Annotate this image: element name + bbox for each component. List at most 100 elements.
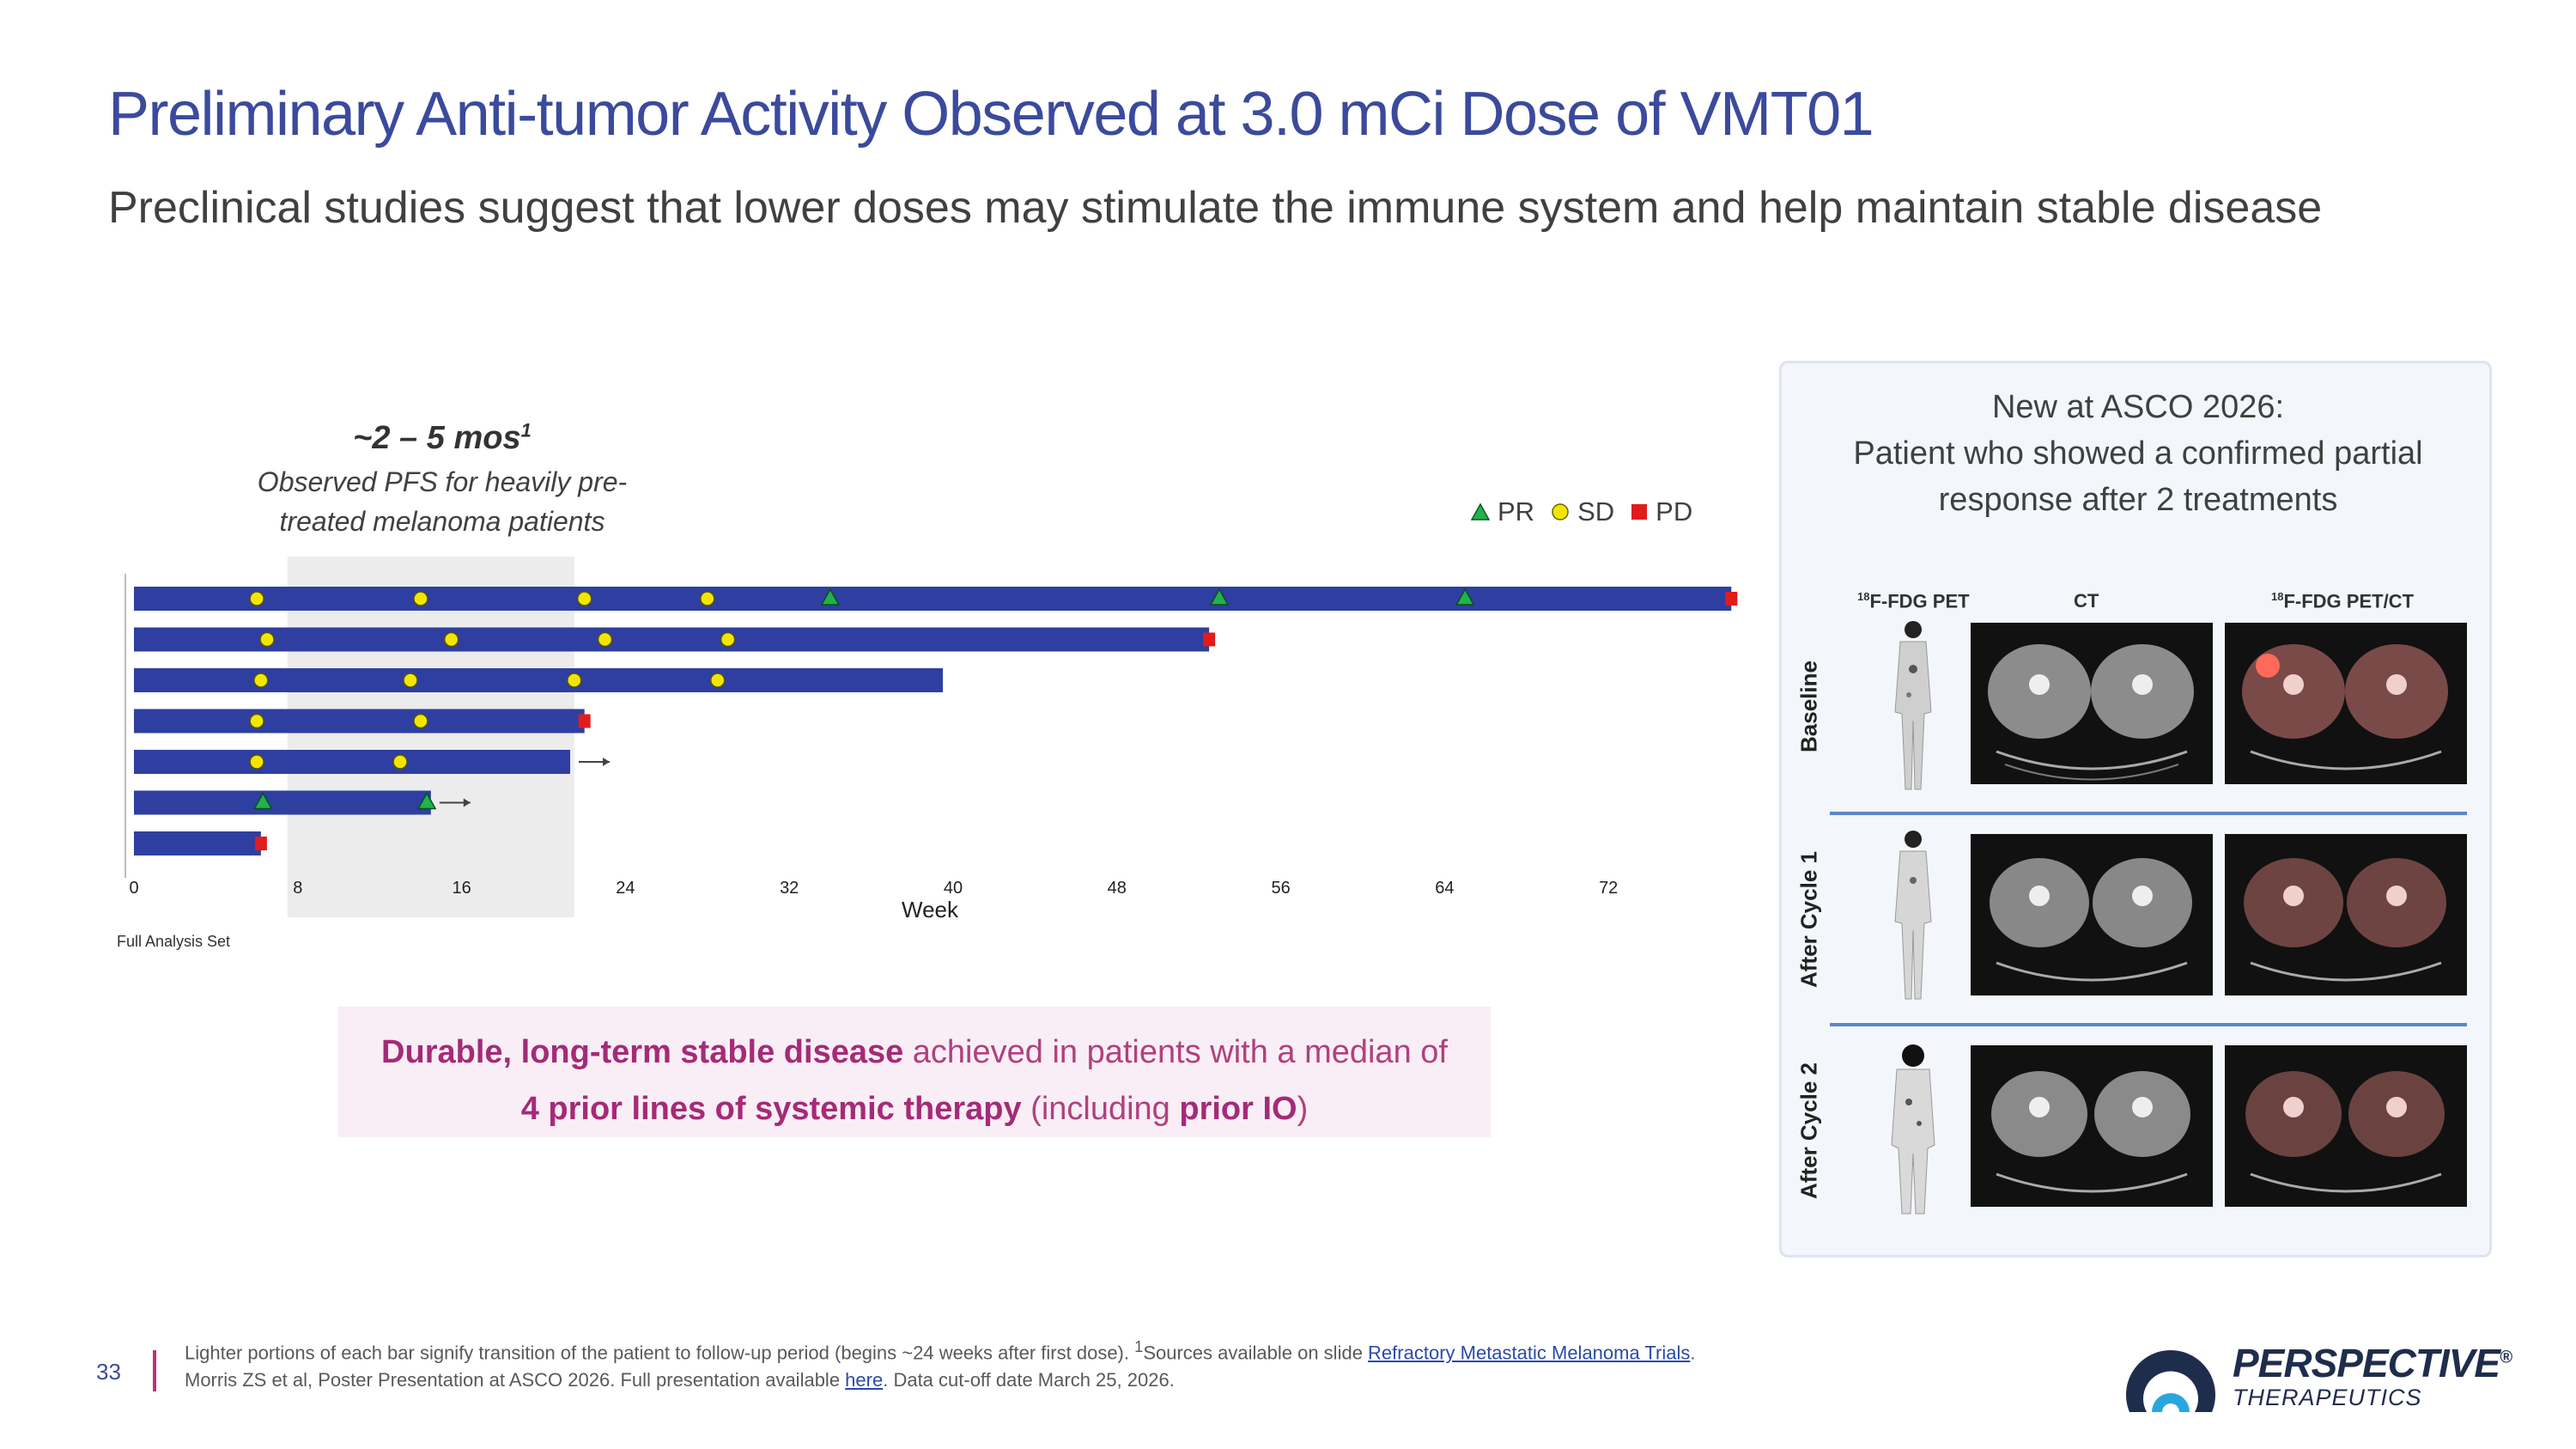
patient-bar: [134, 709, 585, 734]
sd-marker: [249, 713, 264, 729]
sd-marker: [259, 631, 275, 648]
callout-bold1: Durable, long-term stable disease: [381, 1034, 904, 1070]
petct-image-cycle1: [2244, 858, 2446, 982]
footer-notes: Lighter portions of each bar signify tra…: [185, 1333, 2057, 1394]
sd-marker: [253, 673, 269, 688]
x-tick-label: 64: [1435, 879, 1454, 898]
triangle-icon: [1470, 502, 1491, 521]
legend-item-sd: SD: [1550, 496, 1614, 527]
ct-scan-cycle2: [1971, 1045, 2213, 1207]
legend-label-pd: PD: [1656, 496, 1693, 527]
logo-registered-mark: ®: [2500, 1348, 2512, 1367]
panel-title-line3: response after 2 treatments: [1938, 482, 2338, 518]
sd-marker: [443, 631, 459, 648]
footer-line1-c: .: [1690, 1342, 1696, 1364]
pd-marker: [578, 714, 591, 728]
footer-line2-a: Morris ZS et al, Poster Presentation at …: [185, 1369, 846, 1391]
legend-item-pr: PR: [1470, 496, 1534, 527]
analysis-set-label: Full Analysis Set: [117, 933, 231, 950]
callout-box: Durable, long-term stable disease achiev…: [338, 1007, 1491, 1137]
legend-label-sd: SD: [1577, 496, 1615, 527]
sd-marker: [249, 591, 264, 606]
x-tick-label: 48: [1108, 879, 1127, 898]
circle-icon: [1552, 503, 1569, 521]
page-title: Preliminary Anti-tumor Activity Observed…: [108, 80, 1874, 149]
x-tick-label: 72: [1599, 879, 1618, 898]
pd-marker: [254, 837, 267, 850]
x-tick-label: 56: [1271, 879, 1290, 898]
pr-marker: [252, 791, 273, 810]
col-header-petct-text: F-FDG PET/CT: [2283, 590, 2415, 612]
col-header-petct: 18F-FDG PET/CT: [2271, 590, 2414, 612]
pfs-range: ~2 – 5 mos1: [197, 419, 687, 457]
page-number: 33: [96, 1359, 121, 1385]
pet-body-cycle1: [1894, 831, 1932, 1000]
chart-legend: PR SD PD: [1470, 496, 1708, 527]
logo-subtitle: THERAPEUTICS: [2233, 1385, 2422, 1410]
petct-image-cycle2: [2245, 1071, 2445, 1193]
x-tick-label: 8: [293, 879, 302, 898]
row-divider-2: [1830, 1023, 2467, 1026]
petct-scan-cycle2: [2225, 1045, 2467, 1207]
footer-divider: [153, 1350, 156, 1391]
row-label-cycle1: After Cycle 1: [1795, 851, 1822, 988]
petct-image-baseline: [2242, 644, 2448, 770]
pfs-range-footnote: 1: [520, 419, 532, 441]
petct-scan-cycle1: [2225, 834, 2467, 995]
footer-line2-b: . Data cut-off date March 25, 2026.: [883, 1369, 1175, 1391]
pfs-band: [287, 557, 574, 917]
x-axis-label: Week: [902, 897, 958, 922]
col-header-pet-sup: 18: [1857, 590, 1870, 603]
sd-marker: [700, 591, 715, 606]
col-header-petct-sup: 18: [2271, 590, 2284, 603]
sd-marker: [392, 754, 408, 770]
patient-bar: [134, 790, 431, 815]
x-tick-label: 16: [452, 879, 471, 898]
footer-line1-b: Sources available on slide: [1143, 1342, 1369, 1364]
sd-marker: [413, 591, 428, 606]
pfs-desc-line2: treated melanoma patients: [279, 505, 605, 537]
patient-bar: [134, 831, 261, 855]
sd-marker: [720, 631, 736, 648]
sd-marker: [709, 673, 726, 688]
patient-bar: [134, 627, 1210, 652]
sd-marker: [249, 754, 264, 770]
ct-image-baseline: [1988, 644, 2194, 781]
legend-label-pr: PR: [1498, 496, 1535, 527]
patient-bar: [134, 668, 944, 692]
pd-marker: [1203, 632, 1216, 647]
row-divider-1: [1830, 812, 2467, 815]
callout-text2: (including: [1021, 1091, 1180, 1127]
ct-scan-cycle1: [1971, 834, 2213, 995]
row-label-cycle2: After Cycle 2: [1795, 1062, 1822, 1199]
sd-marker: [567, 673, 582, 688]
company-logo: PERSPECTIVE® THERAPEUTICS: [2119, 1326, 2531, 1421]
x-tick-label: 32: [780, 879, 799, 898]
ongoing-arrow-head: [463, 798, 471, 807]
patient-bar: [134, 587, 1732, 611]
col-header-pet: 18F-FDG PET: [1857, 590, 1970, 612]
pr-marker: [820, 588, 841, 606]
x-tick-label: 0: [129, 879, 138, 898]
pr-marker: [416, 791, 437, 810]
footer-line1-a: Lighter portions of each bar signify tra…: [185, 1342, 1135, 1364]
page-subtitle: Preclinical studies suggest that lower d…: [108, 183, 2323, 233]
sources-link[interactable]: Refractory Metastatic Melanoma Trials: [1368, 1342, 1691, 1364]
callout-bold2: 4 prior lines of systemic therapy: [520, 1091, 1022, 1127]
pr-marker: [1209, 588, 1230, 606]
callout-text1: achieved in patients with a median of: [903, 1034, 1448, 1070]
logo-name: PERSPECTIVE®: [2233, 1340, 2512, 1386]
panel-title-line1: New at ASCO 2026:: [1991, 389, 2285, 425]
patient-bar: [134, 750, 571, 774]
swimmer-chart: 0 8 16 24 32 40 48 56 64 72: [125, 557, 1738, 917]
logo-mark-icon: [2126, 1350, 2215, 1412]
pet-body-cycle2: [1891, 1044, 1935, 1215]
presentation-link[interactable]: here: [845, 1369, 884, 1391]
row-label-baseline: Baseline: [1795, 661, 1822, 752]
x-tick-label: 40: [944, 879, 963, 898]
sd-marker: [576, 591, 592, 606]
imaging-panel: New at ASCO 2026: Patient who showed a c…: [1779, 361, 2492, 1257]
col-header-ct: CT: [2074, 590, 2099, 612]
callout-text3: ): [1297, 1091, 1309, 1127]
pfs-range-text: ~2 – 5 mos: [353, 419, 521, 456]
